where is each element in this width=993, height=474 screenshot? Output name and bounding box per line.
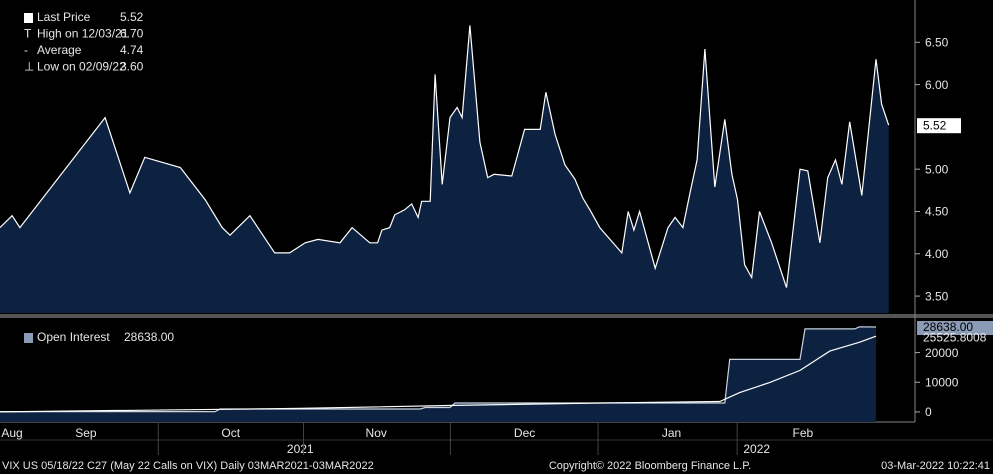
legend-swatch <box>24 13 33 23</box>
legend-label: High on 12/03/21 <box>37 27 129 41</box>
y-tick-label: 10000 <box>925 375 959 389</box>
x-tick-label: Dec <box>514 426 535 440</box>
x-tick-label: Feb <box>792 426 813 440</box>
y-tick-label: 5.00 <box>925 162 949 176</box>
legend-label: Low on 02/09/22 <box>37 60 126 74</box>
x-tick-label: Oct <box>221 426 240 440</box>
legend-label: Open Interest <box>37 330 110 344</box>
line <box>0 25 890 288</box>
legend-value: 4.74 <box>120 43 144 57</box>
last-value-tag <box>917 321 993 336</box>
legend-icon: T <box>24 27 32 41</box>
footer-center: Copyright© 2022 Bloomberg Finance L.P. <box>549 460 751 472</box>
legend-value: 3.60 <box>120 60 144 74</box>
legend-value: 28638.00 <box>124 330 174 344</box>
x-tick-label: Sep <box>75 426 97 440</box>
area-fill <box>0 326 876 422</box>
last-value-label: 5.52 <box>923 118 947 132</box>
y-tick-label: 4.00 <box>925 247 949 261</box>
year-label: 2022 <box>743 442 770 456</box>
y-tick-label: 20000 <box>925 346 959 360</box>
x-tick-label: Aug <box>1 426 22 440</box>
legend-icon: ⊥ <box>24 60 34 74</box>
y-tick-label: 3.50 <box>925 289 949 303</box>
year-label: 2021 <box>287 442 314 456</box>
last-value-label: 28638.00 <box>923 320 973 334</box>
legend-label: Last Price <box>37 10 91 24</box>
last-value-label: 25525.8008 <box>923 330 987 344</box>
legend-swatch <box>24 333 33 343</box>
legend-box <box>4 328 188 348</box>
legend-value: 5.52 <box>120 10 144 24</box>
legend-value: 6.70 <box>120 27 144 41</box>
y-tick-label: 0 <box>925 405 932 419</box>
y-tick-label: 4.50 <box>925 205 949 219</box>
line <box>0 335 877 413</box>
last-value-tag <box>917 118 961 134</box>
x-tick-label: Jan <box>662 426 681 440</box>
legend-icon: - <box>24 43 28 57</box>
footer-left: VIX US 05/18/22 C27 (May 22 Calls on VIX… <box>2 460 374 472</box>
legend-label: Average <box>37 43 82 57</box>
y-tick-label: 6.50 <box>925 35 949 49</box>
footer-right: 03-Mar-2022 10:22:41 <box>881 460 990 472</box>
y-tick-label: 6.00 <box>925 78 949 92</box>
x-tick-label: Nov <box>366 426 387 440</box>
